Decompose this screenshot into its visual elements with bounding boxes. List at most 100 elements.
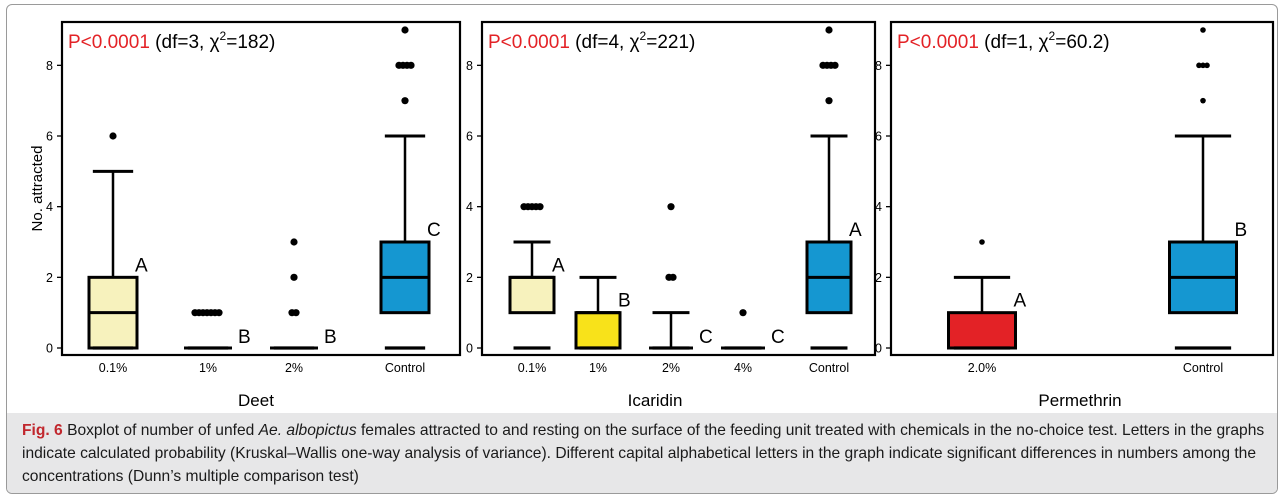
y-tick-label: 2	[46, 271, 53, 285]
box-Control: B Control	[1168, 27, 1248, 375]
y-tick-label: 4	[466, 200, 473, 214]
y-tick-label: 0	[46, 342, 53, 356]
caption-background	[7, 413, 1277, 493]
box-2%: B 2%	[270, 238, 337, 375]
y-axis-label: No. attracted	[29, 146, 46, 232]
chi-square-superscript: 2	[220, 29, 227, 43]
significance-letter: C	[427, 220, 441, 241]
outlier-point	[1200, 62, 1206, 69]
chi-square-value: =221)	[646, 32, 695, 53]
chi-square-superscript: 2	[1049, 29, 1056, 43]
y-tick-label: 4	[875, 200, 882, 214]
stat-annotation: P<0.0001 (df=3, χ2=182)	[68, 29, 275, 53]
p-value-text: P<0.0001	[897, 32, 984, 53]
df-text: (df=3, χ	[155, 32, 219, 53]
box-1%: B 1%	[574, 275, 631, 375]
outlier-point	[739, 309, 747, 317]
x-tick-label: Control	[1183, 361, 1223, 375]
box-0.1%: A 0.1%	[508, 203, 565, 375]
y-tick-label: 0	[466, 342, 473, 356]
outlier-point	[290, 238, 298, 246]
outlier-point	[667, 203, 675, 211]
x-tick-label: 0.1%	[99, 361, 128, 375]
caption-species: Ae. albopictus	[258, 422, 357, 439]
x-tick-label: 2%	[662, 361, 680, 375]
chi-square-value: =182)	[226, 32, 275, 53]
outlier-point	[109, 132, 117, 140]
chi-square-value: =60.2)	[1055, 32, 1109, 53]
x-tick-label: 1%	[199, 361, 217, 375]
figure-frame	[6, 4, 1278, 494]
outlier-point	[407, 61, 415, 69]
outlier-point	[1196, 62, 1202, 69]
stat-annotation: P<0.0001 (df=1, χ2=60.2)	[897, 29, 1110, 53]
significance-letter: B	[1235, 220, 1248, 241]
y-tick-label: 6	[875, 130, 882, 144]
outlier-point	[1200, 97, 1206, 104]
x-tick-label: Control	[809, 361, 849, 375]
iqr-box	[508, 275, 556, 315]
significance-letter: B	[618, 291, 631, 312]
stat-annotation: P<0.0001 (df=4, χ2=221)	[488, 29, 695, 53]
outlier-point	[292, 309, 300, 317]
y-tick-label: 2	[875, 271, 882, 285]
x-tick-label: 2%	[285, 361, 303, 375]
df-text: (df=1, χ	[984, 32, 1048, 53]
box-0.1%: A 0.1%	[87, 132, 148, 375]
caption-text-part2: females attracted to and resting on the …	[22, 422, 1265, 485]
y-tick-label: 8	[875, 59, 882, 73]
x-tick-label: Control	[385, 361, 425, 375]
box-1%: B 1%	[184, 309, 251, 375]
significance-letter: B	[238, 327, 251, 348]
chi-square-superscript: 2	[640, 29, 647, 43]
plot-frame	[480, 20, 877, 357]
x-tick-label: 0.1%	[518, 361, 547, 375]
p-value-text: P<0.0001	[68, 32, 155, 53]
p-value-text: P<0.0001	[488, 32, 575, 53]
box-2.0%: A 2.0%	[947, 239, 1027, 375]
significance-letter: A	[135, 255, 148, 276]
df-text: (df=4, χ	[575, 32, 639, 53]
caption-text-part1: Boxplot of number of unfed	[62, 422, 259, 439]
plot-frame	[60, 20, 462, 357]
significance-letter: C	[771, 327, 785, 348]
y-tick-label: 2	[466, 271, 473, 285]
outlier-point	[215, 309, 223, 317]
figure-caption: Fig. 6 Boxplot of number of unfed Ae. al…	[22, 419, 1267, 488]
significance-letter: B	[324, 327, 337, 348]
caption-figure-label: Fig. 6	[22, 422, 63, 439]
outlier-point	[669, 273, 677, 281]
y-tick-label: 8	[46, 59, 53, 73]
outlier-point	[401, 26, 409, 34]
box-Control: A Control	[805, 26, 862, 375]
outlier-point	[290, 273, 298, 281]
outlier-point	[979, 239, 985, 245]
significance-letter: A	[1014, 291, 1027, 312]
outlier-point	[536, 203, 544, 211]
significance-letter: C	[699, 327, 713, 348]
y-tick-label: 0	[875, 342, 882, 356]
outlier-point	[831, 61, 839, 69]
iqr-box	[947, 311, 1017, 350]
x-axis-label: Permethrin	[1038, 391, 1121, 410]
plot-frame	[889, 20, 1275, 357]
box-2%: C 2%	[649, 203, 713, 375]
outlier-point	[825, 26, 833, 34]
y-tick-label: 6	[46, 130, 53, 144]
outlier-point	[401, 97, 409, 105]
y-tick-label: 6	[466, 130, 473, 144]
significance-letter: A	[849, 220, 862, 241]
box-Control: C Control	[379, 26, 441, 375]
outlier-point	[1204, 62, 1210, 69]
significance-letter: A	[552, 255, 565, 276]
box-4%: C 4%	[721, 309, 785, 375]
outlier-point	[825, 97, 833, 105]
outlier-point	[1200, 27, 1206, 33]
x-tick-label: 2.0%	[968, 361, 997, 375]
x-tick-label: 1%	[589, 361, 607, 375]
x-tick-label: 4%	[734, 361, 752, 375]
x-axis-label: Icaridin	[628, 391, 683, 410]
